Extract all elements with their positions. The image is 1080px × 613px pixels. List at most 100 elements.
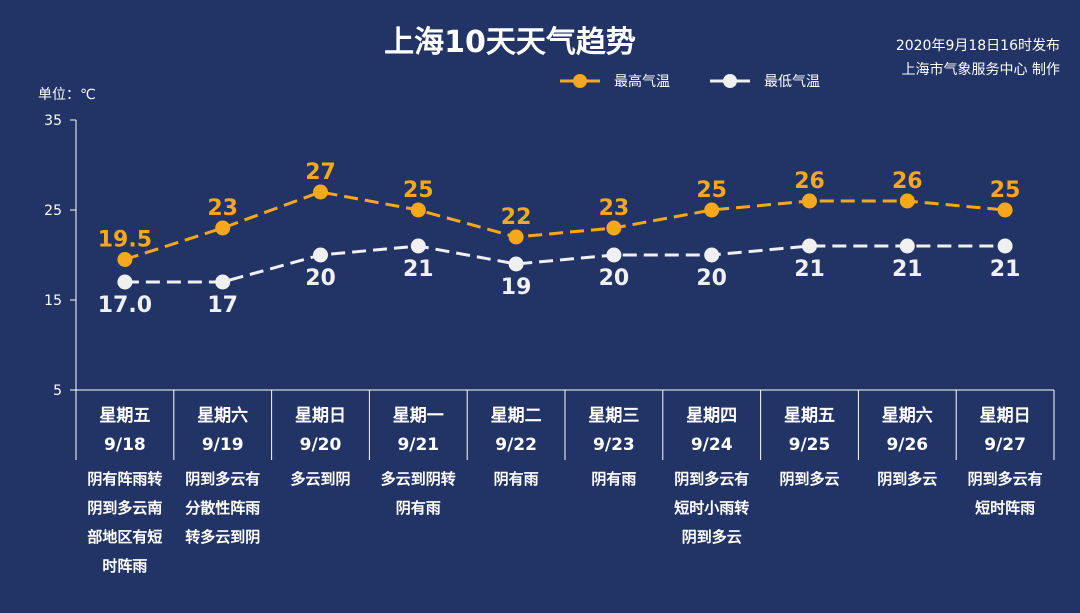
low-temp-point [606,247,622,263]
weather-desc-line: 分散性阵雨 [185,499,260,517]
high-temp-label: 26 [892,169,923,194]
date-label: 9/21 [397,435,439,455]
legend-low-label: 最低气温 [764,74,820,90]
low-temp-point [117,274,133,290]
high-temp-point [410,202,426,218]
weekday-label: 星期六 [197,405,248,426]
series-lines [124,190,1006,284]
date-label: 9/27 [984,435,1026,455]
low-temp-point [704,247,720,263]
legend-low-marker [723,74,737,88]
low-temp-label: 20 [696,266,727,291]
weather-desc-line: 阴到多云南 [87,499,162,517]
low-temp-point [899,238,915,254]
date-label: 9/25 [789,435,831,455]
weather-desc-line: 阴到多云 [877,470,937,488]
weekday-label: 星期六 [882,405,933,426]
high-temp-label: 23 [207,196,238,221]
date-label: 9/19 [202,435,244,455]
chart-title: 上海10天天气趋势 [384,25,636,60]
legend-high-label: 最高气温 [614,73,670,90]
weather-desc-line: 短时小雨转 [674,499,749,517]
publisher: 上海市气象服务中心 制作 [902,61,1060,78]
weather-desc-line: 阴到多云 [779,470,839,488]
low-temp-point [410,238,426,254]
low-temp-label: 21 [990,257,1021,282]
series-points [117,184,1013,290]
high-temp-label: 25 [696,178,727,203]
date-label: 9/18 [104,435,146,455]
date-label: 9/26 [886,435,928,455]
y-tick-label: 5 [53,383,62,399]
low-temp-label: 21 [892,257,923,282]
axes: 5 15 25 35 [44,113,1055,460]
low-temp-point [997,238,1013,254]
weather-desc-line: 阴到多云有 [968,470,1043,488]
weekday-label: 星期日 [980,406,1031,426]
legend: 最高气温 最低气温 [560,73,820,90]
high-temp-point [606,220,622,236]
weather-desc-line: 阴有雨 [396,499,441,517]
weather-desc-line: 短时阵雨 [975,499,1035,517]
low-temp-point [802,238,817,254]
high-temp-label: 27 [305,160,336,185]
low-temp-label: 21 [794,257,825,282]
high-temp-point [508,229,524,245]
high-temp-point [802,193,817,209]
weather-desc-line: 阴有雨 [494,470,539,488]
low-temp-label: 19 [501,275,532,300]
weather-desc-line: 部地区有短 [87,528,162,546]
high-temp-point [704,202,720,218]
date-label: 9/20 [300,435,342,455]
y-tick-label: 35 [44,113,62,129]
low-temp-label: 20 [599,266,630,291]
weekday-label: 星期三 [588,406,639,426]
high-temp-label: 26 [794,169,825,194]
high-temp-label: 23 [599,196,630,221]
low-temp-label: 20 [305,266,336,291]
low-temp-label: 17.0 [98,293,152,318]
y-tick-label: 25 [44,203,62,219]
weather-desc-line: 多云到阴转 [381,470,456,488]
low-temp-point [508,256,524,272]
weekday-label: 星期日 [295,406,346,426]
weather-desc-line: 阴到多云 [682,528,742,546]
series-labels: 19.5 23 27 25 22 23 25 26 26 25 17.0 17 20 21 19 20 20 21… [98,160,1021,318]
high-temp-point [215,220,231,236]
weekday-label: 星期五 [99,406,150,426]
date-label: 9/22 [495,435,537,455]
low-temp-line [124,244,1006,284]
weather-desc-line: 多云到阴 [290,470,350,488]
weather-desc-line: 转多云到阴 [185,528,260,546]
high-temp-point [117,252,133,267]
weather-desc-line: 阴有雨 [591,470,636,488]
weekday-label: 星期五 [784,406,835,426]
high-temp-line [124,190,1006,261]
high-temp-label: 25 [990,178,1021,203]
unit-label: 单位：℃ [38,87,96,103]
high-temp-point [899,193,915,209]
weekday-label: 星期四 [686,406,737,426]
date-label: 9/23 [593,435,635,455]
weather-desc-line: 阴到多云有 [674,470,749,488]
weather-desc-line: 阴到多云有 [185,470,260,488]
date-label: 9/24 [691,435,733,455]
y-tick-label: 15 [44,293,62,309]
legend-high-marker [573,74,587,88]
publish-time: 2020年9月18日16时发布 [896,38,1060,54]
high-temp-point [313,184,328,200]
low-temp-label: 21 [403,257,434,282]
high-temp-point [997,202,1013,218]
weekday-label: 星期二 [491,406,542,426]
low-temp-point [313,247,328,263]
high-temp-label: 25 [403,178,434,203]
high-temp-label: 19.5 [98,228,152,253]
low-temp-point [215,274,231,290]
weekday-label: 星期一 [393,406,444,426]
low-temp-label: 17 [207,293,238,318]
weather-desc-line: 时阵雨 [102,557,147,575]
high-temp-label: 22 [501,205,532,230]
weather-desc-line: 阴有阵雨转 [87,470,162,488]
